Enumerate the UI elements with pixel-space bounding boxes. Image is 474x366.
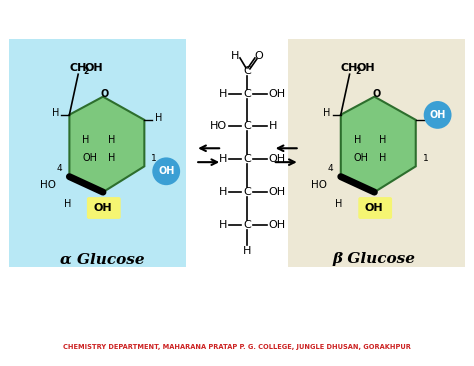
Text: O: O xyxy=(372,89,381,99)
Text: OH: OH xyxy=(429,110,446,120)
Text: H: H xyxy=(219,187,227,197)
Text: OH: OH xyxy=(269,220,286,230)
FancyBboxPatch shape xyxy=(9,39,186,267)
Text: OH: OH xyxy=(269,89,286,99)
Text: H: H xyxy=(269,122,277,131)
Text: H: H xyxy=(380,153,387,163)
Text: OH: OH xyxy=(158,166,174,176)
Polygon shape xyxy=(69,97,145,192)
Polygon shape xyxy=(341,97,416,192)
FancyBboxPatch shape xyxy=(358,197,392,219)
Text: H: H xyxy=(108,135,116,145)
Text: 2: 2 xyxy=(355,67,360,76)
Text: OH: OH xyxy=(85,63,103,73)
Text: H: H xyxy=(52,108,59,118)
Text: β Glucose: β Glucose xyxy=(333,253,416,266)
Text: α Glucose: α Glucose xyxy=(61,253,145,266)
Text: C: C xyxy=(243,154,251,164)
Text: OH: OH xyxy=(269,154,286,164)
Text: HO: HO xyxy=(210,122,227,131)
Text: 1: 1 xyxy=(423,154,428,163)
Text: H: H xyxy=(354,135,361,145)
Text: H: H xyxy=(380,135,387,145)
Text: 1: 1 xyxy=(151,154,157,163)
Text: 4: 4 xyxy=(328,164,334,173)
Text: 4: 4 xyxy=(56,164,62,173)
Text: O: O xyxy=(255,51,263,61)
Text: CH: CH xyxy=(341,63,358,73)
Text: H: H xyxy=(426,113,433,123)
Text: H: H xyxy=(323,108,330,118)
Text: C: C xyxy=(243,220,251,230)
Text: H: H xyxy=(335,199,343,209)
Text: C: C xyxy=(243,89,251,99)
Text: OH: OH xyxy=(93,203,112,213)
Text: OH: OH xyxy=(82,153,97,163)
Text: H: H xyxy=(219,154,227,164)
Text: H: H xyxy=(231,51,239,61)
FancyBboxPatch shape xyxy=(288,39,465,267)
Text: H: H xyxy=(219,89,227,99)
Text: C: C xyxy=(243,66,251,76)
Text: H: H xyxy=(82,135,90,145)
Text: 2: 2 xyxy=(83,67,89,76)
Text: HO: HO xyxy=(311,180,327,190)
Text: H: H xyxy=(108,153,116,163)
Text: H: H xyxy=(243,246,251,257)
Text: C: C xyxy=(243,187,251,197)
Text: CHEMISTRY DEPARTMENT, MAHARANA PRATAP P. G. COLLEGE, JUNGLE DHUSAN, GORAKHPUR: CHEMISTRY DEPARTMENT, MAHARANA PRATAP P.… xyxy=(63,344,411,350)
Text: OH: OH xyxy=(269,187,286,197)
Text: CH: CH xyxy=(70,63,87,73)
Text: HO: HO xyxy=(39,180,55,190)
Circle shape xyxy=(424,101,452,129)
Text: H: H xyxy=(219,220,227,230)
Text: OH: OH xyxy=(354,153,369,163)
Text: C: C xyxy=(243,122,251,131)
FancyBboxPatch shape xyxy=(87,197,121,219)
Text: H: H xyxy=(155,113,162,123)
Text: OH: OH xyxy=(356,63,375,73)
Text: OH: OH xyxy=(365,203,383,213)
Text: O: O xyxy=(101,89,109,99)
Circle shape xyxy=(152,157,180,185)
Text: H: H xyxy=(64,199,71,209)
